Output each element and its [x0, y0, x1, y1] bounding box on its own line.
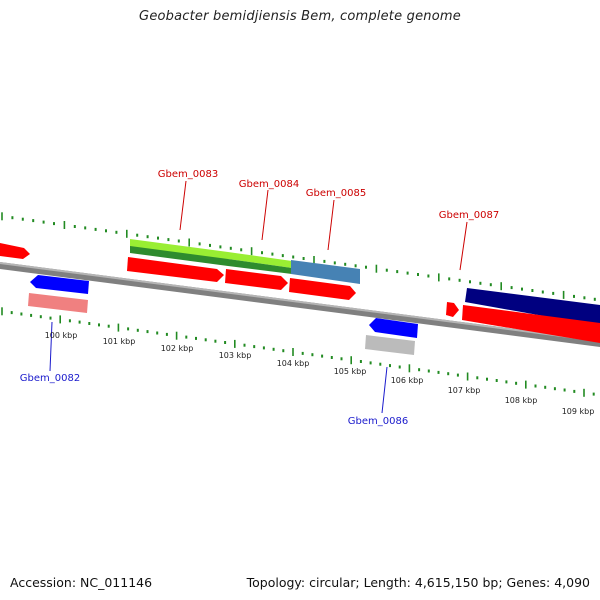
- scale-label-101kbp: 101 kbp: [103, 337, 136, 346]
- gene-gbem-0086-bar: [365, 335, 415, 355]
- genome-backbone: [0, 262, 600, 347]
- gene-gbem-0083-bar: [130, 239, 228, 266]
- inner-tick-ring: [1, 307, 595, 397]
- gene-label-gbem-0084: Gbem_0084: [239, 179, 299, 190]
- gene-gbem-0084-bar: [228, 252, 292, 274]
- reverse-blue-arrow-0086: [369, 318, 418, 338]
- gene-label-gbem-0086: Gbem_0086: [348, 416, 408, 427]
- gene-gbem-0085-bar: [291, 260, 360, 284]
- gene-labels: Gbem_0083 Gbem_0084 Gbem_0085 Gbem_0087 …: [20, 169, 499, 427]
- cds-arrow-0084: [225, 269, 288, 290]
- scale-label-109kbp: 109 kbp: [562, 407, 595, 416]
- gene-label-gbem-0082: Gbem_0082: [20, 373, 80, 384]
- reverse-features: [28, 275, 418, 355]
- map-title: Geobacter bemidjiensis Bem, complete gen…: [139, 9, 461, 24]
- outer-tick-ring: [1, 212, 596, 301]
- accession-text: Accession: NC_011146: [10, 575, 153, 590]
- forward-features: [0, 239, 600, 343]
- scale-label-105kbp: 105 kbp: [334, 367, 367, 376]
- cds-arrow: [0, 243, 30, 259]
- gene-label-gbem-0083: Gbem_0083: [158, 169, 218, 180]
- cds-arrow-0087: [462, 305, 600, 343]
- cds-arrow-0085: [289, 278, 356, 300]
- gene-label-gbem-0085: Gbem_0085: [306, 188, 366, 199]
- scale-label-103kbp: 103 kbp: [219, 351, 252, 360]
- cds-arrow-small: [446, 302, 459, 317]
- scale-label-104kbp: 104 kbp: [277, 359, 310, 368]
- gene-gbem-0087-bar: [465, 288, 600, 326]
- gene-label-leaders: [49, 180, 468, 414]
- gene-label-gbem-0087: Gbem_0087: [439, 210, 499, 221]
- cds-arrow-0083: [127, 257, 224, 282]
- scale-label-100kbp: 100 kbp: [45, 331, 78, 340]
- genome-summary-text: Topology: circular; Length: 4,615,150 bp…: [246, 575, 590, 590]
- reverse-blue-arrow-0082: [30, 275, 89, 294]
- scale-labels: 100 kbp 101 kbp 102 kbp 103 kbp 104 kbp …: [45, 331, 595, 416]
- scale-label-107kbp: 107 kbp: [448, 386, 481, 395]
- gene-gbem-0082-bar: [28, 293, 88, 313]
- scale-label-102kbp: 102 kbp: [161, 344, 194, 353]
- scale-label-108kbp: 108 kbp: [505, 396, 538, 405]
- scale-label-106kbp: 106 kbp: [391, 376, 424, 385]
